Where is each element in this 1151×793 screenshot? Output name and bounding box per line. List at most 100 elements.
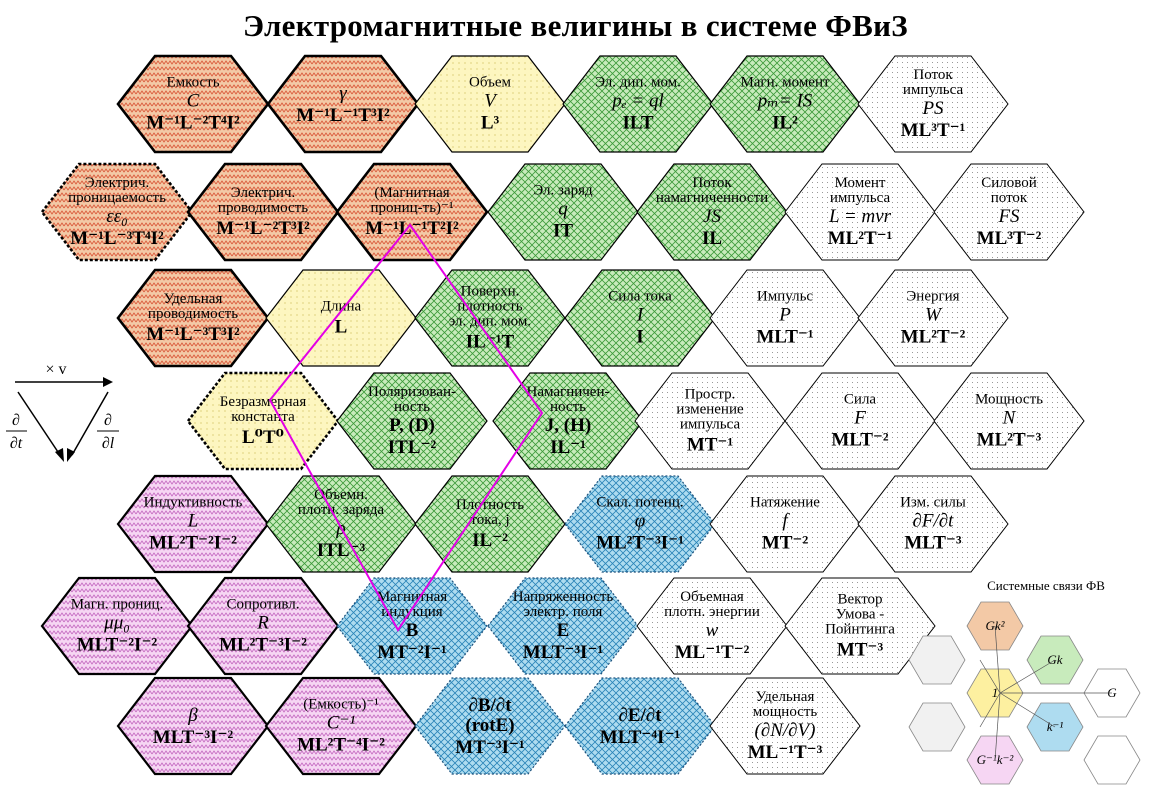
mini-hex-label: 1 — [992, 685, 999, 700]
hex-label-sm: (Магнитная — [374, 185, 449, 201]
hex-label-sm: Объемная — [680, 589, 744, 605]
hex-label-dim: M⁻¹L⁻²T³I² — [216, 218, 310, 239]
hex-label-sym: W — [925, 305, 943, 326]
hex-label-sm: Сопротивл. — [226, 597, 299, 613]
hex-label-dim: L — [335, 317, 348, 338]
hex-label-dim: MLT⁻⁴I⁻¹ — [600, 727, 680, 748]
hex-label-dim: M⁻¹L⁻¹T³I² — [296, 105, 390, 126]
hex-label-sym: pₑ = ql — [610, 91, 664, 112]
hex-label-dim: MT⁻³ — [837, 640, 884, 661]
hex-label-sm: Энергия — [906, 289, 959, 305]
hex-label-bold: E — [557, 620, 570, 641]
hex-label-sm: Магн. прониц. — [71, 597, 164, 613]
hex-label-sm: Электрич. — [231, 185, 296, 201]
hex-label-dim: MT⁻²I⁻¹ — [377, 642, 446, 663]
hex-label-dim: MT⁻³I⁻¹ — [455, 737, 524, 758]
hex-label-sym: PS — [921, 98, 944, 119]
hex-shape — [266, 54, 420, 154]
legend-left-numerator: ∂ — [12, 412, 20, 429]
hex-label-sm: Импульс — [757, 289, 814, 305]
hex-cell-length: Длина L — [265, 269, 417, 367]
hex-label-sm: Магнитная — [377, 589, 447, 605]
hex-label-sym: L — [187, 511, 199, 532]
hex-shape — [933, 372, 1085, 470]
hex-label-dim: ITL⁻³ — [317, 540, 366, 561]
mini-hex — [908, 635, 966, 685]
hex-label-dim: ML³T⁻¹ — [901, 120, 966, 141]
hex-label-sm: Удельная — [164, 291, 223, 307]
mini-hex-label: G⁻¹k⁻² — [977, 752, 1015, 767]
mini-hex — [908, 702, 966, 752]
hex-label-dim: ML²T⁻³ — [977, 430, 1042, 451]
hex-label-sm: Поток — [692, 175, 732, 191]
hex-label-dim: ML²T⁻²I⁻² — [149, 533, 237, 554]
hex-label-sym: FS — [997, 206, 1020, 227]
hex-label-sym: R — [256, 613, 269, 634]
hex-label-sm: Сила — [844, 392, 877, 408]
derivative-legend: × v ∂ ∂t ∂ ∂l — [6, 361, 119, 462]
hex-label-dim: ML²T⁻³I⁻¹ — [596, 533, 684, 554]
hex-label-sm: ность — [550, 399, 586, 415]
hex-label-dim: ML²T⁻² — [901, 327, 966, 348]
hex-label-dim: ML²T⁻¹ — [828, 228, 893, 249]
mini-hex-label: G — [1107, 685, 1117, 700]
hex-shape — [709, 677, 861, 775]
hex-label-dim: M⁻¹L⁻²T⁴I² — [146, 113, 240, 134]
mini-diagram-title: Системные связи ФВ — [987, 578, 1105, 593]
hex-label-bold: ∂E/∂t — [618, 705, 662, 726]
hex-cell-gamma: γM⁻¹L⁻¹T³I² — [266, 54, 420, 154]
mini-link-line — [999, 692, 1056, 728]
mini-hex-label: Gk — [1047, 652, 1062, 667]
hex-label-bold: P, (D) — [389, 415, 435, 436]
hex-label-dim: ML²T⁻⁴I⁻² — [297, 735, 385, 756]
hex-label-sm: Скал. потенц. — [596, 495, 683, 511]
legend-top-label: × v — [45, 361, 66, 378]
hex-label-dim: ML⁻¹T⁻³ — [748, 742, 823, 763]
hex-label-sm: Намагничен- — [527, 384, 610, 400]
hex-shape — [857, 55, 1009, 153]
hex-label-dim: MLT⁻³I⁻² — [153, 727, 234, 748]
cells-layer: ЕмкостьCM⁻¹L⁻²T⁴I²γM⁻¹L⁻¹T³I²ОбъемVL³Эл.… — [40, 54, 1085, 776]
mini-link-line — [994, 625, 1001, 694]
hex-label-sm: Поверхн. — [461, 284, 520, 300]
hex-label-sm: Мощность — [975, 392, 1043, 408]
hex-label-sm: Натяжение — [750, 495, 820, 511]
hex-label-sm: поток — [991, 190, 1028, 206]
hex-label-sm: Пойнтинга — [825, 622, 895, 638]
hex-label-sm: ность — [394, 399, 430, 415]
hex-label-sm: индукция — [381, 604, 443, 620]
hex-label-sm: Поток — [913, 67, 953, 83]
hex-label-sm: Напряженность — [513, 589, 614, 605]
hex-label-sym: γ — [339, 83, 347, 104]
mini-link-line — [994, 692, 1001, 761]
hex-label-dim: ML³T⁻² — [977, 228, 1042, 249]
hex-label-sym: w — [706, 620, 719, 641]
hex-label-dim: MT⁻¹ — [687, 435, 733, 456]
hex-label-sm: эл. дип. мом. — [449, 314, 531, 330]
hex-shape — [336, 577, 488, 675]
hex-label-sm: Эл. дип. мом. — [595, 75, 681, 91]
mini-hex — [1083, 735, 1141, 785]
hex-label-sm: Поляризован- — [368, 384, 456, 400]
hex-label-dim: IL² — [772, 113, 798, 134]
hex-label-sym: I — [636, 305, 645, 326]
hex-label-bold: ∂B/∂t — [468, 695, 512, 716]
hex-label-sm: проводимость — [148, 306, 238, 322]
